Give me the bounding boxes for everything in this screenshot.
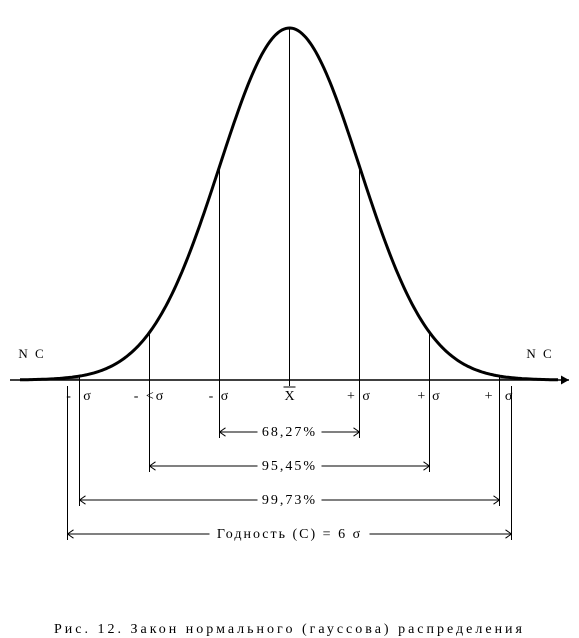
dimension-label: 99,73%	[262, 493, 317, 508]
gaussian-diagram: - σ- <σ- σX+ σ+ σ+ σN CN C68,27%95,45%99…	[0, 0, 579, 602]
dimension-label: 95,45%	[262, 459, 317, 474]
nc-label-left: N C	[18, 346, 45, 361]
nc-label-right: N C	[526, 346, 553, 361]
dimension-label: 68,27%	[262, 425, 317, 440]
dimension-label: Годность (С) = 6 σ	[217, 527, 362, 542]
axis-arrow	[561, 376, 569, 385]
axis-label-mean: X	[284, 389, 294, 404]
figure-caption: Рис. 12. Закон нормального (гауссова) ра…	[0, 622, 579, 638]
